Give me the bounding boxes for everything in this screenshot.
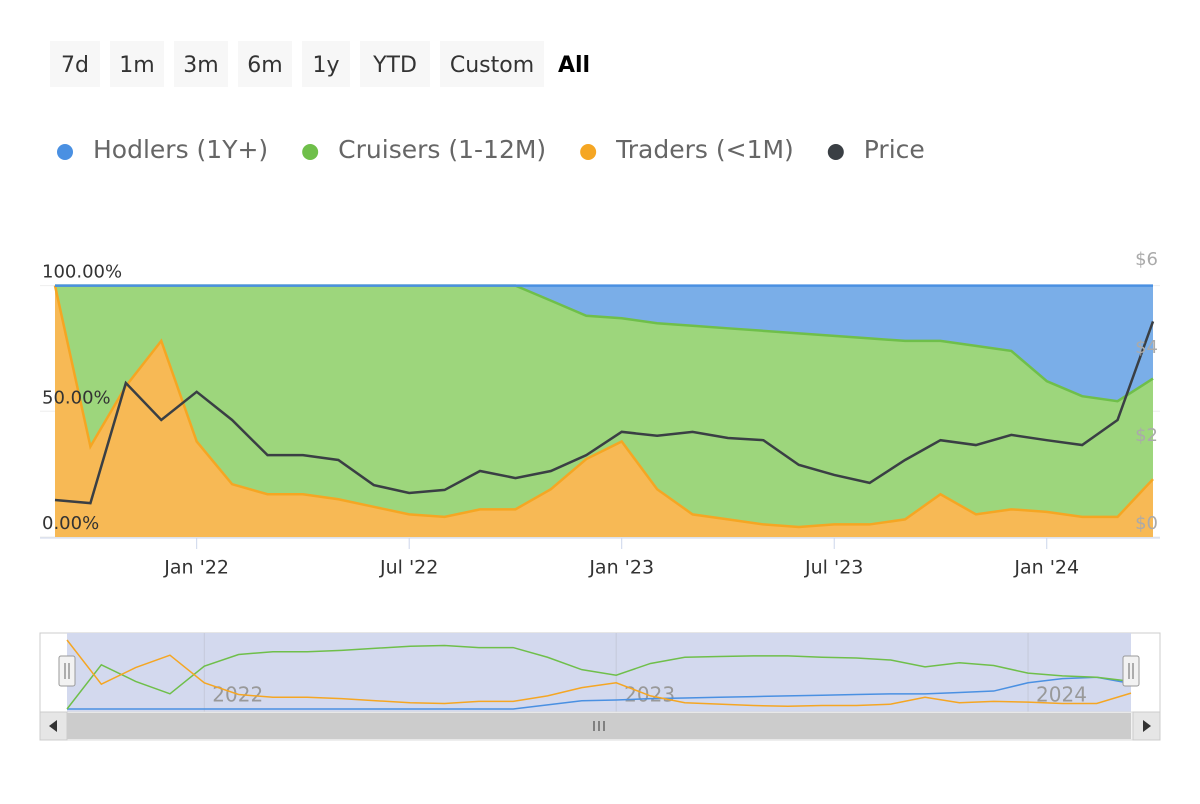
arrow	[1143, 720, 1151, 732]
navigator-handle[interactable]	[1122, 655, 1140, 687]
range-button-label[interactable]: YTD	[372, 53, 417, 78]
y2-tick-label: $2	[1135, 425, 1158, 446]
navigator-line	[66, 644, 1132, 710]
range-button[interactable]	[110, 41, 164, 87]
navigator-handle[interactable]	[58, 655, 76, 687]
range-button-label[interactable]: 6m	[247, 53, 282, 78]
range-button[interactable]	[174, 41, 228, 87]
range-button[interactable]	[360, 41, 430, 87]
legend-marker[interactable]	[580, 144, 597, 160]
range-button[interactable]	[238, 41, 292, 87]
legend-label[interactable]: Hodlers (1Y+)	[93, 135, 268, 164]
legend-label[interactable]: Cruisers (1-12M)	[338, 135, 546, 164]
range-button[interactable]	[440, 41, 544, 87]
x-tick-label: Jan '24	[1013, 557, 1079, 579]
navigator-line	[66, 639, 1132, 707]
range-button-label[interactable]: 1m	[119, 53, 154, 78]
x-tick-label: Jul '23	[804, 557, 863, 579]
legend-marker[interactable]	[57, 144, 73, 160]
range-button-label[interactable]: 7d	[61, 53, 89, 78]
arrow	[49, 720, 57, 732]
legend-label[interactable]: Traders (<1M)	[615, 135, 794, 164]
range-button[interactable]	[302, 41, 350, 87]
legend-marker[interactable]	[827, 144, 844, 160]
range-button-label[interactable]: All	[558, 53, 590, 78]
legend-marker[interactable]	[302, 144, 319, 160]
y2-tick-label: $6	[1135, 249, 1158, 270]
range-button-label[interactable]: 1y	[312, 53, 339, 78]
area	[55, 285, 1153, 527]
y2-tick-label: $0	[1135, 513, 1158, 534]
y-tick-label: 50.00%	[42, 387, 111, 408]
range-button[interactable]	[50, 41, 100, 87]
x-tick-label: Jan '23	[588, 557, 654, 579]
price-line	[54, 320, 1155, 505]
area-line	[53, 285, 1154, 529]
x-tick-label: Jan '22	[163, 557, 229, 579]
y-tick-label: 100.00%	[42, 262, 122, 283]
range-button-label[interactable]: Custom	[450, 53, 534, 78]
navigator-label: 2023	[624, 683, 675, 707]
y-tick-label: 0.00%	[42, 513, 99, 534]
navigator-line	[67, 676, 1132, 710]
y2-tick-label: $4	[1135, 337, 1158, 358]
range-button-label[interactable]: 3m	[183, 53, 218, 78]
legend-label[interactable]: Price	[864, 135, 925, 164]
area	[55, 285, 1153, 402]
x-tick-label: Jul '22	[379, 557, 438, 579]
